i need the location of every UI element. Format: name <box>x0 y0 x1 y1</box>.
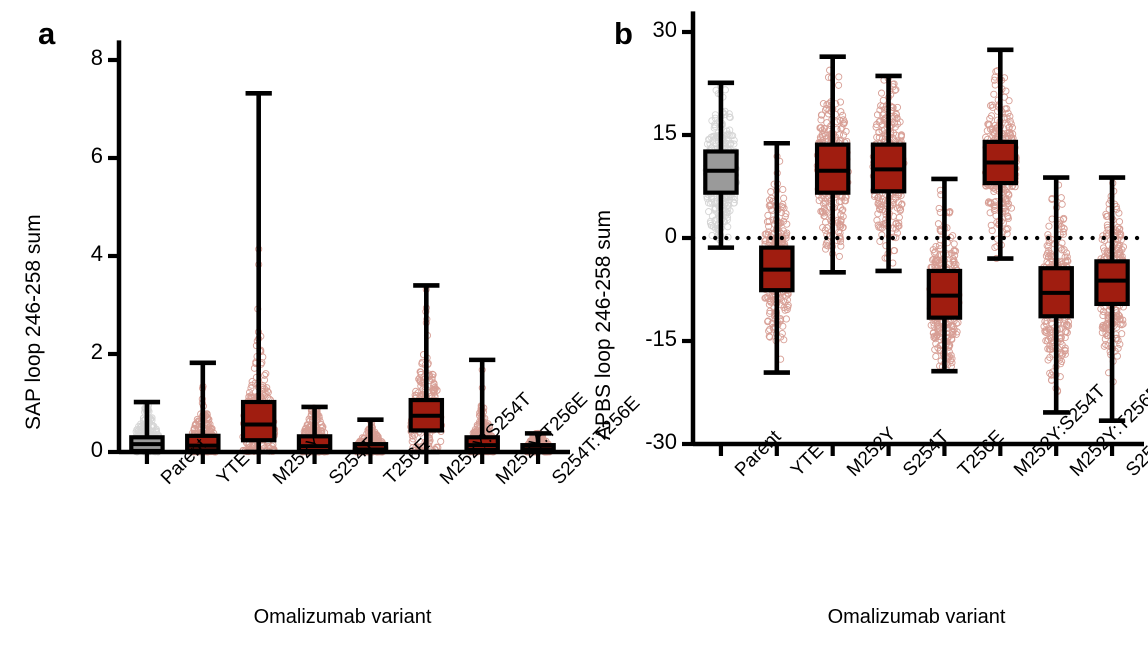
y-tick-label: 8 <box>90 45 103 70</box>
boxplot-M252Y:T256E <box>1038 175 1074 415</box>
axes-b <box>682 11 1144 456</box>
y-tick-label: -30 <box>645 429 677 454</box>
panel-b-x-axis-title: Omalizumab variant <box>827 606 1006 628</box>
axes-a <box>108 40 570 464</box>
boxplot-YTE <box>759 140 795 375</box>
y-tick-label: 15 <box>652 120 677 145</box>
panel-a-x-axis-title: Omalizumab variant <box>253 606 432 628</box>
panel-b: b APBS loop 246-258 sum Omalizumab varia… <box>574 0 1148 650</box>
y-tick-label: -15 <box>645 326 677 351</box>
y-tick-label: 0 <box>90 437 103 462</box>
y-tick-label: 30 <box>652 17 677 42</box>
panel-a-letter: a <box>38 16 56 51</box>
y-tick-label: 0 <box>664 223 677 248</box>
boxplot-M252Y:S254T <box>408 283 445 455</box>
boxplot-YTE <box>185 360 221 455</box>
boxplot-T256E <box>926 176 963 374</box>
boxplot-S254T <box>870 73 907 274</box>
boxplot-M252Y <box>814 54 851 275</box>
boxplot-S254T:T256E <box>1094 175 1130 423</box>
panel-a: a SAP loop 246-258 sum Omalizumab varian… <box>22 16 644 628</box>
panel-b-plot <box>682 11 1147 456</box>
y-tick-label: 4 <box>90 241 103 266</box>
boxplot-M252Y:S254T <box>982 47 1019 261</box>
boxplot-Parent <box>703 80 739 250</box>
boxplot-T256E <box>352 417 389 455</box>
panel-b-letter: b <box>614 16 633 51</box>
y-tick-label: 2 <box>90 339 103 364</box>
panel-a-plot <box>108 40 570 464</box>
y-tick-label: 6 <box>90 143 103 168</box>
